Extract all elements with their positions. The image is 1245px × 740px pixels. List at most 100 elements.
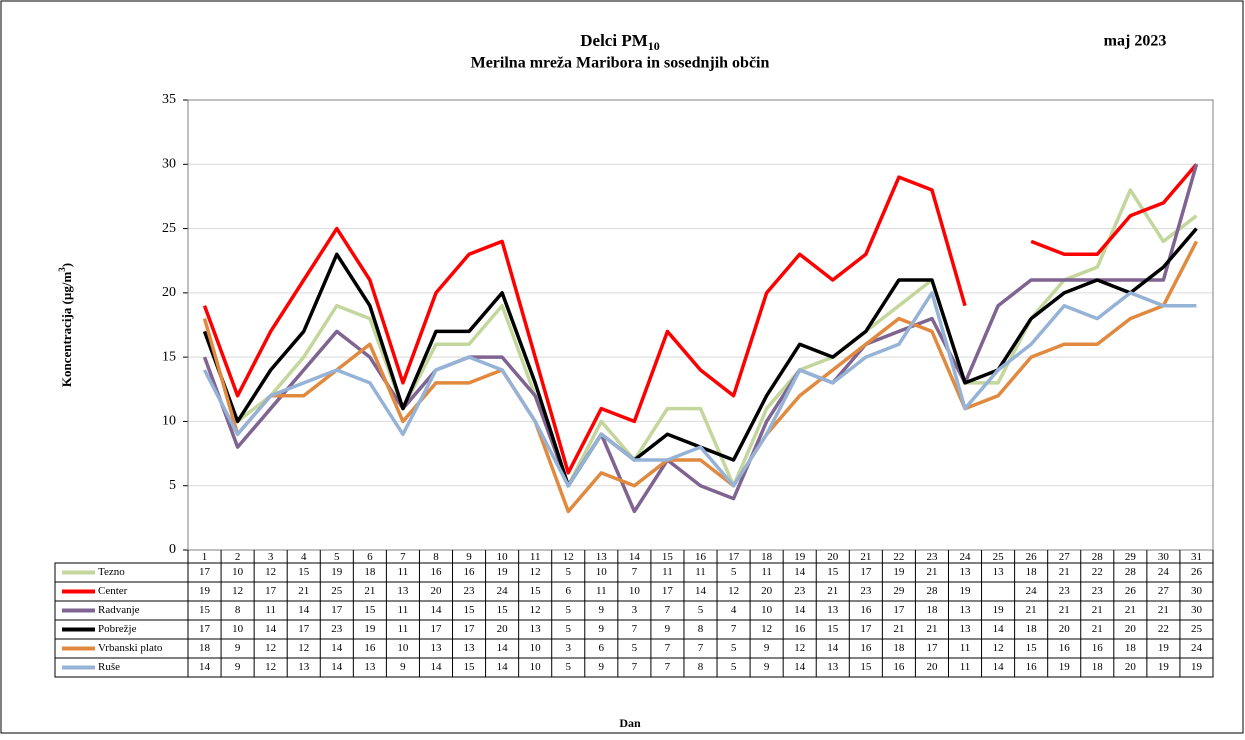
table-value: 25 (1191, 623, 1203, 635)
table-value: 24 (1158, 566, 1170, 578)
table-value: 8 (235, 604, 241, 616)
table-value: 12 (530, 566, 541, 578)
table-value: 14 (827, 642, 839, 654)
table-value: 9 (235, 661, 241, 673)
table-value: 18 (199, 642, 211, 654)
table-value: 19 (364, 623, 376, 635)
table-value: 14 (794, 604, 806, 616)
table-value: 13 (530, 623, 542, 635)
table-value: 19 (1191, 661, 1203, 673)
table-value: 13 (960, 566, 972, 578)
x-tick-label: 13 (596, 551, 608, 563)
table-value: 18 (1026, 623, 1038, 635)
table-value: 19 (199, 585, 211, 597)
table-value: 14 (331, 661, 343, 673)
table-value: 14 (695, 585, 707, 597)
table-value: 5 (698, 604, 704, 616)
table-value: 13 (364, 661, 376, 673)
x-tick-label: 28 (1092, 551, 1104, 563)
x-tick-label: 26 (1026, 551, 1038, 563)
table-value: 4 (731, 604, 737, 616)
x-tick-label: 17 (728, 551, 740, 563)
table-value: 11 (662, 566, 673, 578)
table-value: 28 (1125, 566, 1137, 578)
table-value: 14 (794, 661, 806, 673)
table-value: 26 (1125, 585, 1137, 597)
table-value: 20 (926, 661, 938, 673)
table-value: 9 (764, 642, 770, 654)
table-value: 19 (1158, 642, 1170, 654)
x-tick-label: 6 (367, 551, 373, 563)
table-value: 7 (665, 642, 671, 654)
table-value: 12 (265, 566, 276, 578)
table-value: 13 (993, 566, 1005, 578)
table-value: 14 (794, 566, 806, 578)
table-value: 21 (926, 566, 937, 578)
table-value: 19 (893, 566, 905, 578)
table-value: 11 (596, 585, 607, 597)
table-value: 27 (1158, 585, 1170, 597)
table-value: 5 (632, 642, 638, 654)
table-value: 21 (1125, 604, 1136, 616)
table-value: 3 (632, 604, 638, 616)
title-subscript: 10 (648, 39, 660, 53)
table-value: 25 (331, 585, 343, 597)
table-value: 10 (596, 566, 608, 578)
table-value: 14 (993, 623, 1005, 635)
table-value: 24 (1026, 585, 1038, 597)
table-value: 15 (464, 661, 476, 673)
x-tick-label: 14 (629, 551, 641, 563)
table-value: 11 (960, 661, 971, 673)
legend-label: Center (98, 585, 128, 597)
table-value: 15 (497, 604, 509, 616)
table-value: 7 (665, 604, 671, 616)
x-tick-label: 19 (794, 551, 806, 563)
chart-title: Delci PM10 (580, 31, 660, 53)
legend-label: Radvanje (98, 604, 140, 616)
x-tick-label: 30 (1158, 551, 1170, 563)
table-value: 14 (430, 661, 442, 673)
table-value: 13 (827, 604, 839, 616)
x-tick-label: 7 (400, 551, 406, 563)
table-value: 30 (1191, 604, 1203, 616)
table-value: 21 (298, 585, 309, 597)
table-value: 30 (1191, 585, 1203, 597)
table-value: 16 (1092, 642, 1104, 654)
table-value: 24 (497, 585, 509, 597)
table-value: 12 (794, 642, 805, 654)
x-tick-label: 8 (433, 551, 439, 563)
table-value: 7 (632, 623, 638, 635)
table-value: 21 (926, 623, 937, 635)
y-tick-label: 20 (162, 285, 176, 300)
table-value: 15 (860, 661, 872, 673)
table-value: 15 (827, 566, 839, 578)
table-value: 8 (698, 661, 704, 673)
table-value: 17 (265, 585, 277, 597)
x-tick-label: 16 (695, 551, 707, 563)
x-tick-label: 21 (860, 551, 871, 563)
table-value: 11 (960, 642, 971, 654)
table-value: 19 (331, 566, 343, 578)
table-value: 13 (827, 661, 839, 673)
table-value: 15 (827, 623, 839, 635)
table-value: 10 (761, 604, 773, 616)
x-tick-label: 9 (466, 551, 472, 563)
table-value: 9 (764, 661, 770, 673)
table-value: 14 (497, 661, 509, 673)
x-tick-label: 22 (893, 551, 904, 563)
y-axis-label: Koncentracija (µg/m3) (57, 263, 74, 387)
series-line (202, 240, 1199, 514)
table-value: 9 (599, 661, 605, 673)
x-tick-label: 20 (827, 551, 839, 563)
table-value: 12 (298, 642, 309, 654)
table-value: 18 (926, 604, 938, 616)
table-value: 17 (298, 623, 310, 635)
x-tick-label: 31 (1191, 551, 1202, 563)
table-value: 18 (1026, 566, 1038, 578)
table-value: 18 (893, 642, 905, 654)
table-value: 5 (731, 642, 737, 654)
x-tick-label: 12 (563, 551, 574, 563)
x-tick-label: 5 (334, 551, 340, 563)
x-tick-label: 27 (1059, 551, 1071, 563)
y-tick-label: 5 (169, 478, 176, 493)
